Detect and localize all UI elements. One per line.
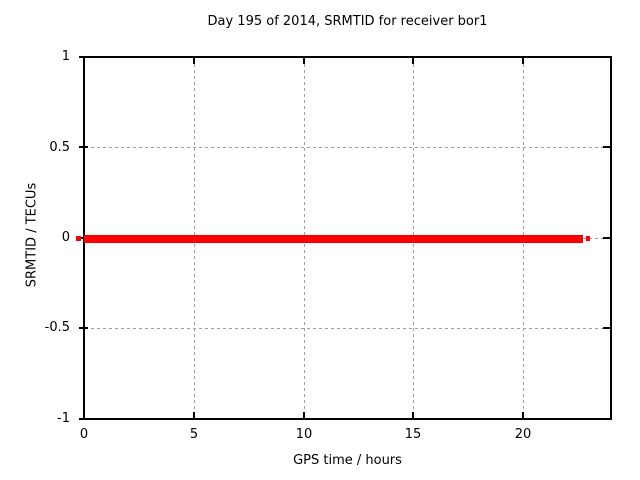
tick-mark-left xyxy=(79,146,88,148)
y-tick-label: -1 xyxy=(57,411,70,426)
x-tick-label: 15 xyxy=(404,427,422,442)
tick-mark-top xyxy=(522,58,524,64)
y-tick-label: 0 xyxy=(61,230,70,245)
x-tick-label: 20 xyxy=(514,427,532,442)
tick-mark-bottom xyxy=(522,412,524,418)
data-point-left-margin xyxy=(76,236,81,241)
tick-mark-bottom xyxy=(412,412,414,418)
tick-mark-left xyxy=(79,237,88,239)
gridline-horizontal-0p5 xyxy=(85,147,610,148)
tick-mark-left xyxy=(79,418,88,420)
tick-mark-right xyxy=(603,56,610,58)
y-tick-label: -0.5 xyxy=(44,320,70,335)
x-tick-label: 10 xyxy=(295,427,313,442)
y-tick-label: 1 xyxy=(61,49,70,64)
tick-mark-top xyxy=(193,58,195,64)
tick-mark-right xyxy=(603,418,610,420)
tick-mark-top xyxy=(303,58,305,64)
y-tick-label: 0.5 xyxy=(49,140,70,155)
data-line-srmtid xyxy=(84,235,583,243)
tick-mark-right xyxy=(603,327,610,329)
tick-mark-left xyxy=(79,56,88,58)
tick-mark-left xyxy=(79,327,88,329)
tick-mark-right xyxy=(603,146,610,148)
x-tick-label: 0 xyxy=(79,427,89,442)
data-point-trailing xyxy=(586,236,590,241)
tick-mark-top xyxy=(412,58,414,64)
x-axis-title: GPS time / hours xyxy=(293,453,402,468)
tick-mark-right xyxy=(603,237,610,239)
tick-mark-bottom xyxy=(193,412,195,418)
chart-title: Day 195 of 2014, SRMTID for receiver bor… xyxy=(207,14,488,29)
x-tick-label: 5 xyxy=(189,427,199,442)
gridline-horizontal-m0p5 xyxy=(85,328,610,329)
tick-mark-bottom xyxy=(303,412,305,418)
